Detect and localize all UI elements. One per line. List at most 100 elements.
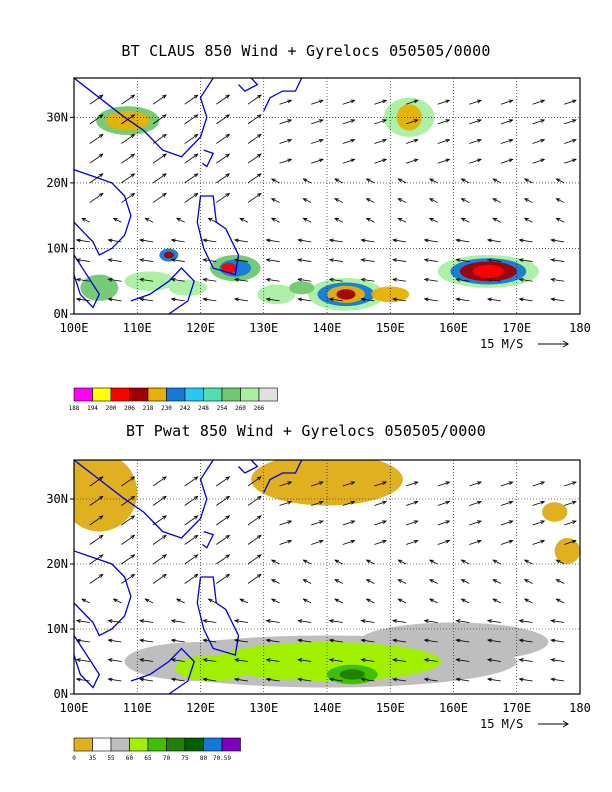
wind-vector <box>216 535 230 545</box>
wind-arrowhead <box>175 217 181 222</box>
wind-vector <box>492 579 502 584</box>
wind-arrowhead <box>460 559 466 564</box>
wind-arrowhead <box>413 500 419 505</box>
wind-vector <box>234 678 248 682</box>
colorbar-swatch <box>166 737 186 752</box>
wind-vector <box>89 574 104 584</box>
wind-arrowhead <box>202 238 208 243</box>
wind-arrowhead <box>287 500 293 505</box>
wind-arrowhead <box>225 515 231 520</box>
wind-arrowhead <box>486 297 492 302</box>
wind-vector <box>303 559 312 565</box>
wind-vector <box>176 598 185 604</box>
wind-arrowhead <box>392 297 398 302</box>
wind-vector <box>456 659 470 662</box>
wind-arrowhead <box>256 114 262 119</box>
wind-vector <box>556 217 565 223</box>
wind-arrowhead <box>460 598 466 603</box>
wind-vector <box>469 520 482 526</box>
wind-vector <box>329 278 343 282</box>
wind-vector <box>424 639 438 643</box>
wind-arrowhead <box>486 658 492 662</box>
wind-arrowhead <box>107 677 113 682</box>
cloud-shading <box>80 274 119 301</box>
wind-vector <box>76 639 90 643</box>
wind-arrowhead <box>397 559 403 564</box>
cloud-shading <box>221 262 237 274</box>
wind-arrowhead <box>75 277 81 282</box>
wind-arrowhead <box>397 598 403 603</box>
wind-vector <box>311 139 324 144</box>
cloud-shading <box>336 289 356 300</box>
wind-arrowhead <box>334 217 340 222</box>
wind-vector <box>239 598 249 604</box>
wind-vector <box>532 501 545 506</box>
wind-arrowhead <box>523 217 529 222</box>
wind-arrowhead <box>302 559 308 564</box>
chart-title-top: BT CLAUS 850 Wind + Gyrelocs 050505/0000 <box>121 42 491 60</box>
wind-arrowhead <box>328 238 334 243</box>
wind-vector <box>311 119 324 125</box>
wind-arrowhead <box>555 579 561 583</box>
wind-vector <box>374 119 387 125</box>
colorbar-label: 230 <box>161 405 172 412</box>
wind-vector <box>113 598 122 604</box>
wind-vector <box>500 158 513 164</box>
wind-vector <box>247 496 262 506</box>
wind-arrowhead <box>265 277 271 282</box>
wind-arrowhead <box>98 554 104 559</box>
x-tick-label: 100E <box>60 701 89 715</box>
wind-arrowhead <box>144 598 150 603</box>
wind-arrowhead <box>287 158 293 163</box>
colorbar-label: 60 <box>126 755 134 762</box>
wind-arrowhead <box>428 579 434 583</box>
wind-arrowhead <box>107 638 113 643</box>
vector-scale-arrowhead <box>562 720 569 728</box>
y-tick-label: 10N <box>46 622 68 636</box>
wind-arrowhead <box>365 178 371 183</box>
coastline <box>74 550 132 637</box>
wind-arrowhead <box>423 258 429 263</box>
wind-arrowhead <box>518 638 524 643</box>
wind-vector <box>366 579 375 584</box>
wind-vector <box>184 134 198 144</box>
wind-arrowhead <box>225 534 231 540</box>
wind-arrowhead <box>423 238 429 243</box>
vector-scale-arrowhead <box>562 340 569 348</box>
wind-arrowhead <box>256 133 262 139</box>
wind-vector <box>145 217 154 223</box>
wind-arrowhead <box>130 534 136 540</box>
wind-arrowhead <box>107 619 113 623</box>
wind-arrowhead <box>130 153 136 158</box>
wind-arrowhead <box>256 173 262 178</box>
wind-arrowhead <box>360 677 366 682</box>
y-tick-label: 30N <box>46 110 68 124</box>
wind-vector <box>500 119 513 125</box>
colorbar-swatch <box>110 737 130 752</box>
wind-vector <box>429 579 438 584</box>
wind-vector <box>342 99 355 105</box>
wind-vector <box>152 94 167 105</box>
wind-arrowhead <box>162 153 167 158</box>
wind-arrowhead <box>297 238 303 243</box>
wind-vector <box>203 659 217 662</box>
wind-arrowhead <box>139 238 145 243</box>
wind-vector <box>342 119 355 125</box>
wind-vector <box>234 239 248 243</box>
wind-arrowhead <box>318 539 324 544</box>
wind-vector <box>184 476 198 487</box>
wind-vector <box>89 134 104 144</box>
wind-arrowhead <box>365 217 371 222</box>
wind-vector <box>429 217 438 223</box>
wind-vector <box>266 678 280 682</box>
colorbar-label: 55 <box>107 755 115 762</box>
wind-vector <box>424 259 438 262</box>
wind-vector <box>361 259 375 262</box>
wind-arrowhead <box>476 119 482 123</box>
wind-vector <box>461 598 470 604</box>
colorbar-label: 194 <box>87 405 98 412</box>
wind-arrowhead <box>328 619 334 623</box>
wind-arrowhead <box>233 658 239 662</box>
colorbar-swatch <box>240 387 260 402</box>
wind-arrowhead <box>350 539 356 544</box>
